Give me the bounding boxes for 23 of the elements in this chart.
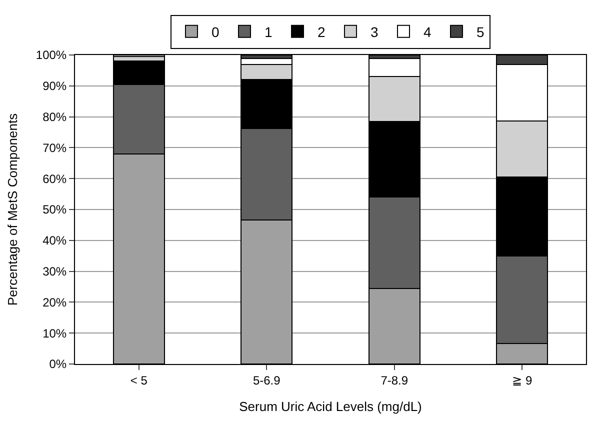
y-tick-label: 90% [42, 79, 67, 94]
legend-label: 5 [476, 24, 484, 40]
y-tick-label: 20% [42, 295, 67, 310]
y-tick-label: 40% [42, 234, 67, 248]
x-tick-label: 5-6.9 [252, 373, 281, 388]
y-tick-label: 0% [49, 357, 67, 372]
y-tick-label: 30% [42, 264, 67, 278]
legend-label: 1 [264, 24, 272, 40]
legend-label: 0 [212, 24, 220, 40]
y-tick-label: 70% [42, 140, 67, 155]
y-axis-title: Percentage of MetS Components [4, 112, 20, 306]
y-tick-label: 50% [42, 202, 67, 217]
y-tick-label: 10% [42, 326, 67, 340]
y-tick-label: 80% [42, 110, 67, 124]
x-tick-label: ≧ 9 [512, 373, 532, 388]
x-tick-label: 7-8.9 [380, 373, 408, 388]
x-axis-title: Serum Uric Acid Levels (mg/dL) [239, 399, 422, 414]
legend-label: 2 [318, 24, 326, 40]
legend-label: 4 [424, 24, 432, 40]
y-tick-label: 100% [36, 48, 67, 62]
y-tick-label: 60% [42, 172, 67, 186]
legend-label: 3 [370, 24, 378, 40]
x-tick-label: < 5 [130, 373, 148, 388]
